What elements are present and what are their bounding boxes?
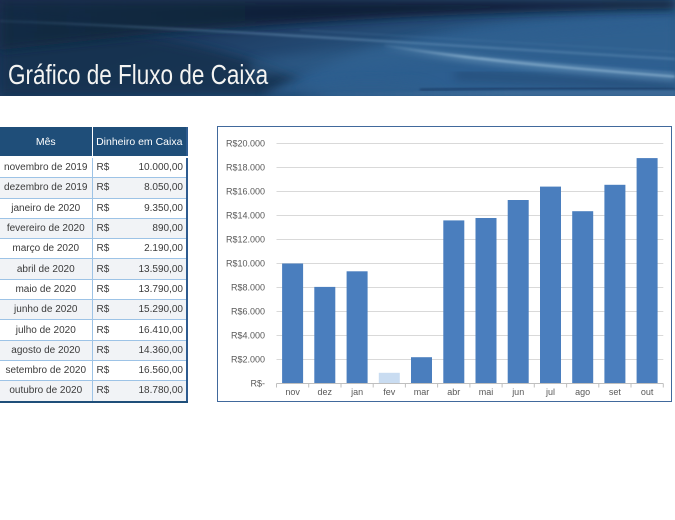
svg-text:ago: ago	[575, 387, 590, 397]
svg-text:set: set	[609, 387, 622, 397]
svg-text:out: out	[641, 387, 654, 397]
svg-text:jan: jan	[350, 387, 363, 397]
svg-text:R$10.000: R$10.000	[226, 259, 265, 269]
svg-text:R$6.000: R$6.000	[231, 307, 265, 317]
svg-text:R$4.000: R$4.000	[231, 331, 265, 341]
svg-text:R$20.000: R$20.000	[226, 139, 265, 149]
svg-text:jul: jul	[545, 387, 555, 397]
svg-text:R$-: R$-	[250, 379, 265, 389]
svg-text:R$8.000: R$8.000	[231, 283, 265, 293]
svg-text:mar: mar	[414, 387, 430, 397]
svg-text:R$16.000: R$16.000	[226, 187, 265, 197]
svg-text:R$12.000: R$12.000	[226, 235, 265, 245]
svg-text:abr: abr	[447, 387, 460, 397]
svg-text:R$14.000: R$14.000	[226, 211, 265, 221]
svg-text:dez: dez	[318, 387, 333, 397]
svg-text:fev: fev	[383, 387, 396, 397]
svg-text:nov: nov	[285, 387, 300, 397]
svg-text:jun: jun	[511, 387, 524, 397]
svg-text:R$18.000: R$18.000	[226, 163, 265, 173]
svg-text:R$2.000: R$2.000	[231, 355, 265, 365]
svg-text:mai: mai	[479, 387, 494, 397]
